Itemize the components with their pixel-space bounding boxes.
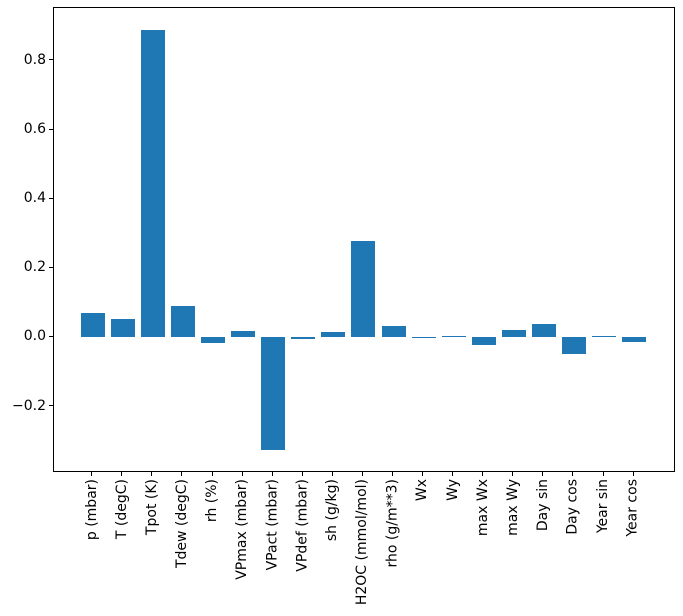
- y-tick: [49, 335, 53, 337]
- x-tick-label: Wy: [444, 479, 461, 501]
- bar-vpdef-mbar: [291, 337, 316, 339]
- x-tick-label: H2OC (mmol/mol): [354, 479, 371, 606]
- bar-wy: [441, 336, 466, 338]
- x-tick-label: max Wy: [504, 479, 521, 536]
- bar-year-cos: [622, 337, 647, 342]
- x-tick-label: rho (g/m**3): [384, 479, 401, 568]
- bar-max-wy: [501, 330, 526, 338]
- y-tick: [49, 59, 53, 61]
- x-tick-label: Day sin: [534, 479, 551, 532]
- x-tick-label: VPdef (mbar): [294, 479, 311, 572]
- y-tick: [49, 197, 53, 199]
- bar-p-mbar: [80, 312, 105, 338]
- x-tick-label: Tpot (K): [143, 479, 160, 536]
- x-tick-label: Tdew (degC): [173, 479, 190, 569]
- x-tick: [211, 472, 213, 476]
- x-tick: [482, 472, 484, 476]
- x-tick: [602, 472, 604, 476]
- x-tick-label: VPact (mbar): [264, 479, 281, 571]
- x-tick-label: sh (g/kg): [324, 479, 341, 542]
- x-tick: [572, 472, 574, 476]
- y-tick: [49, 266, 53, 268]
- x-tick-label: VPmax (mbar): [234, 479, 251, 580]
- y-tick-label: 0.2: [23, 259, 46, 276]
- bar-tdew-degc: [170, 305, 195, 338]
- x-tick-label: T (degC): [113, 479, 130, 540]
- x-tick: [241, 472, 243, 476]
- x-tick: [361, 472, 363, 476]
- x-tick-label: p (mbar): [83, 479, 100, 541]
- x-tick-label: Day cos: [564, 479, 581, 535]
- bar-year-sin: [592, 335, 617, 338]
- y-tick-label: 0.6: [23, 121, 46, 138]
- x-tick-label: Wx: [414, 479, 431, 502]
- x-tick: [422, 472, 424, 476]
- y-tick-label: 0.0: [23, 328, 46, 345]
- plot-area: [53, 7, 675, 472]
- x-tick: [392, 472, 393, 476]
- y-tick-label: 0.8: [23, 51, 46, 68]
- x-tick: [181, 472, 183, 476]
- bar-h2oc-mmol-mol: [351, 241, 376, 338]
- bar-day-cos: [561, 337, 586, 355]
- x-tick-label: Year cos: [625, 479, 642, 537]
- bar-vpact-mbar: [261, 337, 286, 451]
- y-tick-label: 0.4: [23, 190, 46, 207]
- bar-max-wx: [471, 337, 496, 346]
- bar-t-degc: [110, 319, 135, 338]
- bar-vpmax-mbar: [231, 330, 256, 338]
- bar-rho-g-m-3: [381, 326, 406, 338]
- bar-day-sin: [531, 323, 556, 338]
- x-tick: [632, 472, 634, 476]
- x-tick: [121, 472, 123, 476]
- bar-tpot-k: [140, 30, 165, 338]
- x-tick: [151, 472, 153, 476]
- bar-rh: [201, 337, 226, 343]
- x-tick: [301, 472, 303, 476]
- x-tick: [452, 472, 454, 476]
- x-tick-label: Year sin: [595, 479, 612, 534]
- x-tick-label: rh (%): [204, 479, 221, 523]
- x-tick: [542, 472, 544, 476]
- y-tick-label: −0.2: [12, 397, 46, 414]
- x-tick: [271, 472, 273, 476]
- x-tick-label: max Wx: [474, 479, 491, 537]
- y-tick: [49, 405, 53, 407]
- x-tick: [331, 472, 333, 476]
- y-tick: [49, 128, 53, 130]
- bar-sh-g-kg: [321, 331, 346, 338]
- x-tick: [91, 472, 93, 476]
- x-tick: [512, 472, 514, 476]
